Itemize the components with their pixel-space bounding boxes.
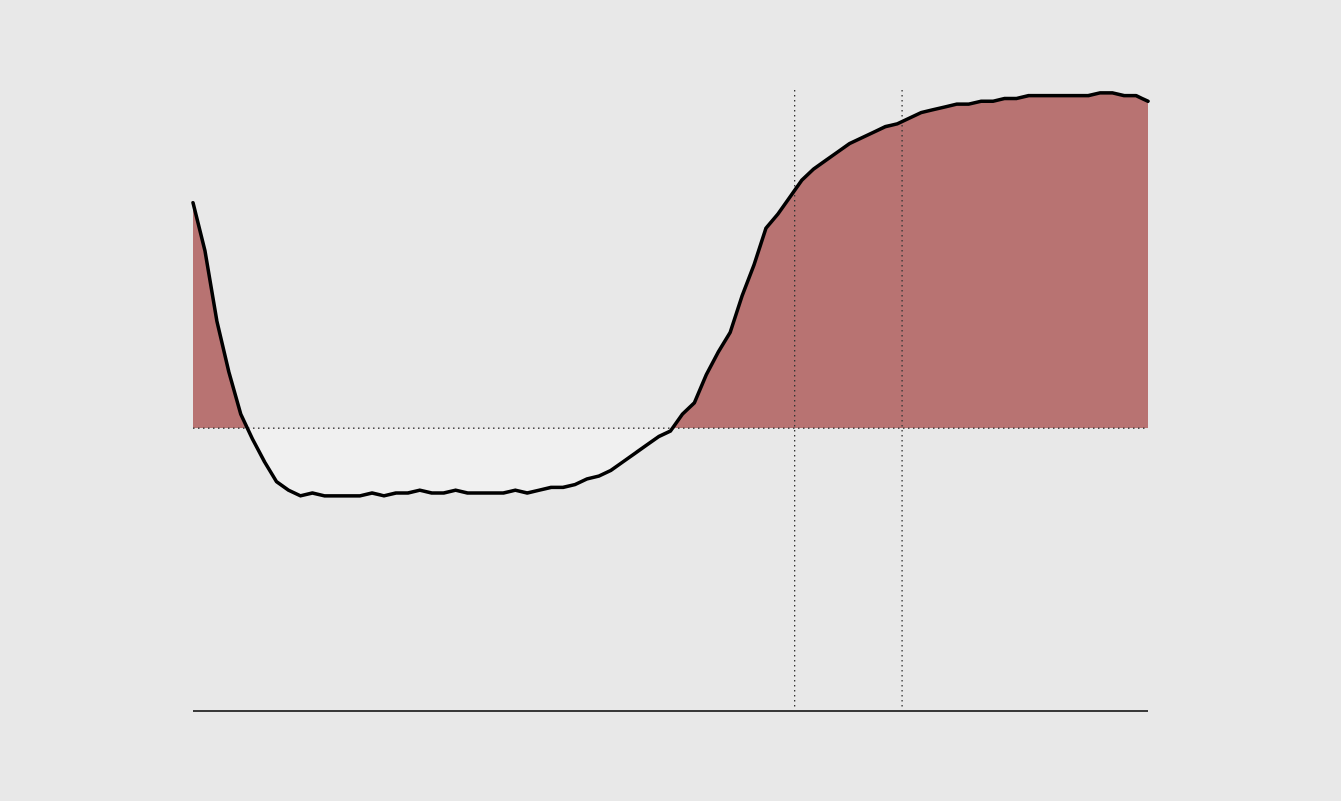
negative-area-fill bbox=[193, 428, 1148, 496]
series-line bbox=[191, 91, 1150, 498]
series-line-layer bbox=[191, 91, 1150, 498]
guides-layer bbox=[193, 90, 1148, 710]
area-fills-layer bbox=[193, 92, 1148, 496]
positive-area-fill bbox=[193, 92, 1148, 429]
